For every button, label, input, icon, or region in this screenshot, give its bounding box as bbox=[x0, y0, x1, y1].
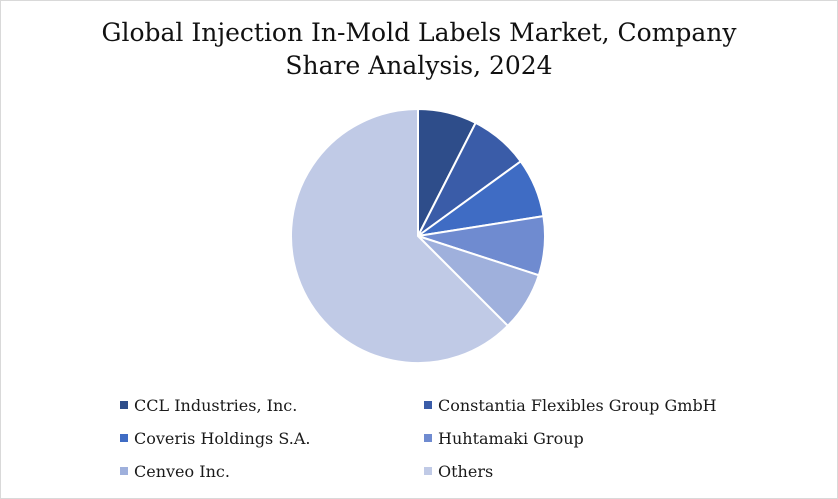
legend-swatch bbox=[120, 434, 128, 442]
legend-swatch bbox=[120, 401, 128, 409]
legend-swatch bbox=[424, 467, 432, 475]
legend-item-huhtamaki: Huhtamaki Group bbox=[424, 427, 584, 449]
legend-swatch bbox=[120, 467, 128, 475]
pie-slice-others bbox=[290, 107, 510, 364]
chart-title-line-2: Share Analysis, 2024 bbox=[285, 51, 553, 80]
legend-swatch bbox=[424, 401, 432, 409]
legend-label: Cenveo Inc. bbox=[134, 461, 230, 481]
legend-item-others: Others bbox=[424, 460, 493, 482]
legend-swatch bbox=[424, 434, 432, 442]
legend-item-cenveo: Cenveo Inc. bbox=[120, 460, 230, 482]
legend-label: Others bbox=[438, 461, 494, 481]
chart-title: Global Injection In-Mold Labels Market, … bbox=[0, 16, 838, 82]
legend-item-ccl: CCL Industries, Inc. bbox=[120, 394, 297, 416]
legend-item-coveris: Coveris Holdings S.A. bbox=[120, 427, 310, 449]
legend-label: Coveris Holdings S.A. bbox=[134, 428, 311, 448]
chart-title-line-1: Global Injection In-Mold Labels Market, … bbox=[101, 18, 737, 47]
legend-item-constantia: Constantia Flexibles Group GmbH bbox=[424, 394, 717, 416]
legend-label: Constantia Flexibles Group GmbH bbox=[438, 395, 717, 415]
legend-label: CCL Industries, Inc. bbox=[134, 395, 298, 415]
legend-label: Huhtamaki Group bbox=[438, 428, 584, 448]
